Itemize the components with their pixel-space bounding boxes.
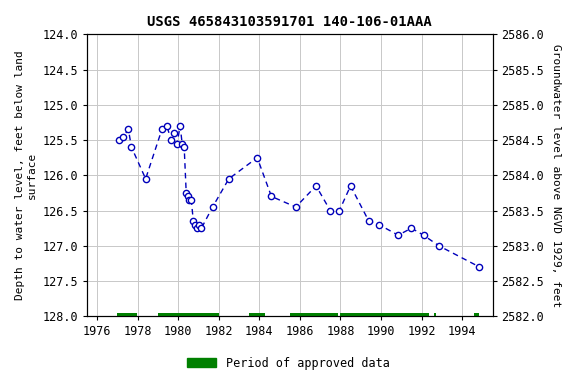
Bar bbox=[249, 313, 266, 320]
Bar bbox=[158, 313, 219, 320]
Title: USGS 465843103591701 140-106-01AAA: USGS 465843103591701 140-106-01AAA bbox=[147, 15, 432, 29]
Y-axis label: Groundwater level above NGVD 1929, feet: Groundwater level above NGVD 1929, feet bbox=[551, 44, 561, 307]
Bar bbox=[474, 313, 479, 320]
Bar bbox=[340, 313, 429, 320]
Bar bbox=[290, 313, 338, 320]
Bar bbox=[434, 313, 436, 320]
Legend: Period of approved data: Period of approved data bbox=[182, 352, 394, 374]
Y-axis label: Depth to water level, feet below land
surface: Depth to water level, feet below land su… bbox=[15, 50, 37, 300]
Bar bbox=[118, 313, 137, 320]
